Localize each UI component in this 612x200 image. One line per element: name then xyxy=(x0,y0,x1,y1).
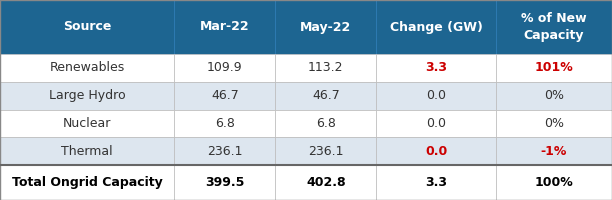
Bar xyxy=(376,54,496,82)
Text: 0%: 0% xyxy=(544,89,564,102)
Bar xyxy=(496,0,612,54)
Text: Thermal: Thermal xyxy=(61,145,113,158)
Text: Change (GW): Change (GW) xyxy=(390,21,482,33)
Text: 101%: 101% xyxy=(534,61,573,74)
Bar xyxy=(0,0,174,54)
Text: Large Hydro: Large Hydro xyxy=(49,89,125,102)
Text: 3.3: 3.3 xyxy=(425,176,447,189)
Bar xyxy=(275,0,376,54)
Bar xyxy=(496,82,612,110)
Bar xyxy=(275,54,376,82)
Bar xyxy=(275,137,376,165)
Text: 100%: 100% xyxy=(534,176,573,189)
Text: % of New
Capacity: % of New Capacity xyxy=(521,12,587,42)
Bar xyxy=(376,0,496,54)
Text: 0.0: 0.0 xyxy=(426,89,446,102)
Text: 236.1: 236.1 xyxy=(308,145,344,158)
Text: 46.7: 46.7 xyxy=(312,89,340,102)
Text: 3.3: 3.3 xyxy=(425,61,447,74)
Bar xyxy=(496,137,612,165)
Bar xyxy=(275,165,376,200)
Text: Mar-22: Mar-22 xyxy=(200,21,250,33)
Text: 113.2: 113.2 xyxy=(308,61,344,74)
Text: May-22: May-22 xyxy=(300,21,351,33)
Bar xyxy=(275,110,376,137)
Bar xyxy=(174,0,275,54)
Bar xyxy=(496,110,612,137)
Text: 402.8: 402.8 xyxy=(306,176,346,189)
Text: Nuclear: Nuclear xyxy=(63,117,111,130)
Bar xyxy=(0,82,174,110)
Bar xyxy=(174,165,275,200)
Bar xyxy=(174,54,275,82)
Bar xyxy=(0,54,174,82)
Bar xyxy=(496,165,612,200)
Text: 399.5: 399.5 xyxy=(205,176,245,189)
Bar xyxy=(0,165,174,200)
Text: Total Ongrid Capacity: Total Ongrid Capacity xyxy=(12,176,163,189)
Text: -1%: -1% xyxy=(540,145,567,158)
Text: 236.1: 236.1 xyxy=(207,145,243,158)
Text: 0.0: 0.0 xyxy=(426,117,446,130)
Text: 0%: 0% xyxy=(544,117,564,130)
Text: Source: Source xyxy=(63,21,111,33)
Text: 0.0: 0.0 xyxy=(425,145,447,158)
Bar xyxy=(174,82,275,110)
Bar xyxy=(0,137,174,165)
Bar xyxy=(174,137,275,165)
Bar xyxy=(376,137,496,165)
Bar xyxy=(496,54,612,82)
Bar xyxy=(376,165,496,200)
Text: Renewables: Renewables xyxy=(50,61,125,74)
Bar xyxy=(275,82,376,110)
Text: 6.8: 6.8 xyxy=(316,117,336,130)
Bar xyxy=(0,110,174,137)
Text: 46.7: 46.7 xyxy=(211,89,239,102)
Text: 109.9: 109.9 xyxy=(207,61,243,74)
Bar xyxy=(174,110,275,137)
Text: 6.8: 6.8 xyxy=(215,117,235,130)
Bar xyxy=(376,82,496,110)
Bar xyxy=(376,110,496,137)
